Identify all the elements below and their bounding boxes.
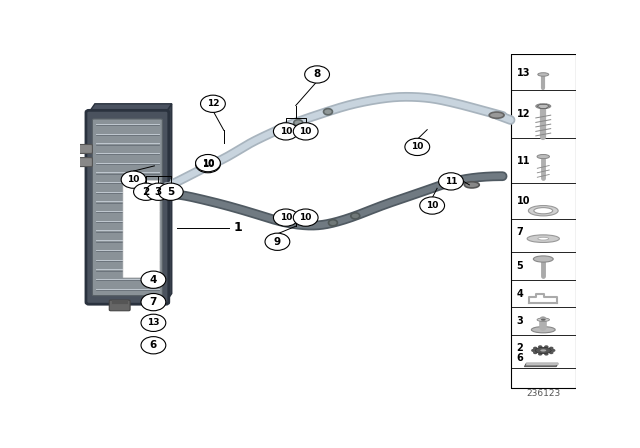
Ellipse shape bbox=[465, 182, 479, 188]
Text: 7: 7 bbox=[516, 227, 524, 237]
Ellipse shape bbox=[328, 220, 337, 226]
Ellipse shape bbox=[535, 347, 551, 353]
FancyBboxPatch shape bbox=[92, 119, 163, 296]
Ellipse shape bbox=[531, 349, 536, 352]
Ellipse shape bbox=[537, 318, 550, 322]
Circle shape bbox=[158, 183, 183, 200]
Text: 3: 3 bbox=[155, 187, 162, 197]
Text: 6: 6 bbox=[516, 353, 524, 363]
Circle shape bbox=[200, 95, 225, 112]
Text: 236123: 236123 bbox=[526, 389, 561, 398]
Ellipse shape bbox=[324, 108, 332, 115]
Ellipse shape bbox=[544, 345, 548, 349]
Ellipse shape bbox=[533, 351, 538, 354]
Ellipse shape bbox=[541, 319, 546, 321]
Circle shape bbox=[273, 209, 298, 226]
Text: 10: 10 bbox=[280, 127, 292, 136]
Ellipse shape bbox=[538, 73, 548, 76]
Text: 13: 13 bbox=[516, 68, 530, 78]
Ellipse shape bbox=[538, 237, 548, 240]
Text: 10: 10 bbox=[202, 159, 214, 168]
Ellipse shape bbox=[527, 235, 559, 242]
Ellipse shape bbox=[538, 345, 543, 349]
Circle shape bbox=[141, 314, 166, 332]
Text: 2: 2 bbox=[142, 187, 150, 197]
Text: 4: 4 bbox=[150, 275, 157, 285]
Ellipse shape bbox=[544, 353, 548, 356]
Text: 10: 10 bbox=[426, 201, 438, 210]
Ellipse shape bbox=[537, 155, 550, 159]
FancyBboxPatch shape bbox=[109, 300, 130, 311]
Text: 12: 12 bbox=[516, 109, 530, 119]
Circle shape bbox=[438, 173, 463, 190]
Ellipse shape bbox=[531, 327, 555, 333]
Polygon shape bbox=[89, 104, 172, 112]
Ellipse shape bbox=[533, 256, 553, 262]
Ellipse shape bbox=[294, 120, 303, 126]
FancyBboxPatch shape bbox=[86, 110, 169, 304]
Circle shape bbox=[146, 183, 171, 200]
Text: 10: 10 bbox=[280, 213, 292, 222]
Bar bbox=[511, 54, 576, 388]
Text: 10: 10 bbox=[202, 159, 214, 168]
Ellipse shape bbox=[534, 207, 553, 214]
Ellipse shape bbox=[536, 104, 550, 108]
Text: 13: 13 bbox=[147, 319, 159, 327]
FancyBboxPatch shape bbox=[79, 145, 92, 154]
Circle shape bbox=[141, 336, 166, 354]
FancyBboxPatch shape bbox=[79, 158, 92, 167]
Ellipse shape bbox=[551, 349, 556, 352]
Circle shape bbox=[273, 123, 298, 140]
FancyBboxPatch shape bbox=[123, 181, 160, 278]
Text: 11: 11 bbox=[516, 156, 530, 166]
Circle shape bbox=[305, 66, 330, 83]
Text: 7: 7 bbox=[150, 297, 157, 307]
Text: 9: 9 bbox=[274, 237, 281, 247]
Circle shape bbox=[420, 197, 445, 214]
Polygon shape bbox=[166, 104, 172, 302]
Text: 11: 11 bbox=[445, 177, 457, 186]
Text: 10: 10 bbox=[411, 142, 424, 151]
Ellipse shape bbox=[529, 206, 558, 216]
Ellipse shape bbox=[533, 347, 538, 350]
Circle shape bbox=[265, 233, 290, 250]
Text: 10: 10 bbox=[300, 213, 312, 222]
Circle shape bbox=[293, 209, 318, 226]
Ellipse shape bbox=[351, 213, 360, 219]
Circle shape bbox=[134, 183, 158, 200]
Ellipse shape bbox=[538, 353, 543, 356]
Text: 5: 5 bbox=[167, 187, 174, 197]
Text: 3: 3 bbox=[516, 316, 524, 326]
Circle shape bbox=[196, 155, 220, 173]
Circle shape bbox=[196, 155, 220, 172]
Circle shape bbox=[141, 293, 166, 311]
Text: 4: 4 bbox=[516, 289, 524, 298]
Ellipse shape bbox=[549, 351, 554, 354]
Circle shape bbox=[141, 271, 166, 289]
Ellipse shape bbox=[489, 112, 504, 118]
Text: 10: 10 bbox=[300, 127, 312, 136]
Circle shape bbox=[405, 138, 429, 155]
Polygon shape bbox=[524, 363, 558, 366]
Circle shape bbox=[121, 171, 146, 188]
Text: 10: 10 bbox=[516, 196, 530, 207]
Ellipse shape bbox=[549, 347, 554, 350]
Circle shape bbox=[293, 123, 318, 140]
Text: 2: 2 bbox=[516, 343, 524, 353]
Text: 1: 1 bbox=[234, 221, 243, 234]
Ellipse shape bbox=[540, 349, 547, 352]
Text: 5: 5 bbox=[516, 261, 524, 271]
Text: 6: 6 bbox=[150, 340, 157, 350]
Text: 12: 12 bbox=[207, 99, 219, 108]
Text: 8: 8 bbox=[314, 69, 321, 79]
Text: 10: 10 bbox=[127, 175, 140, 184]
